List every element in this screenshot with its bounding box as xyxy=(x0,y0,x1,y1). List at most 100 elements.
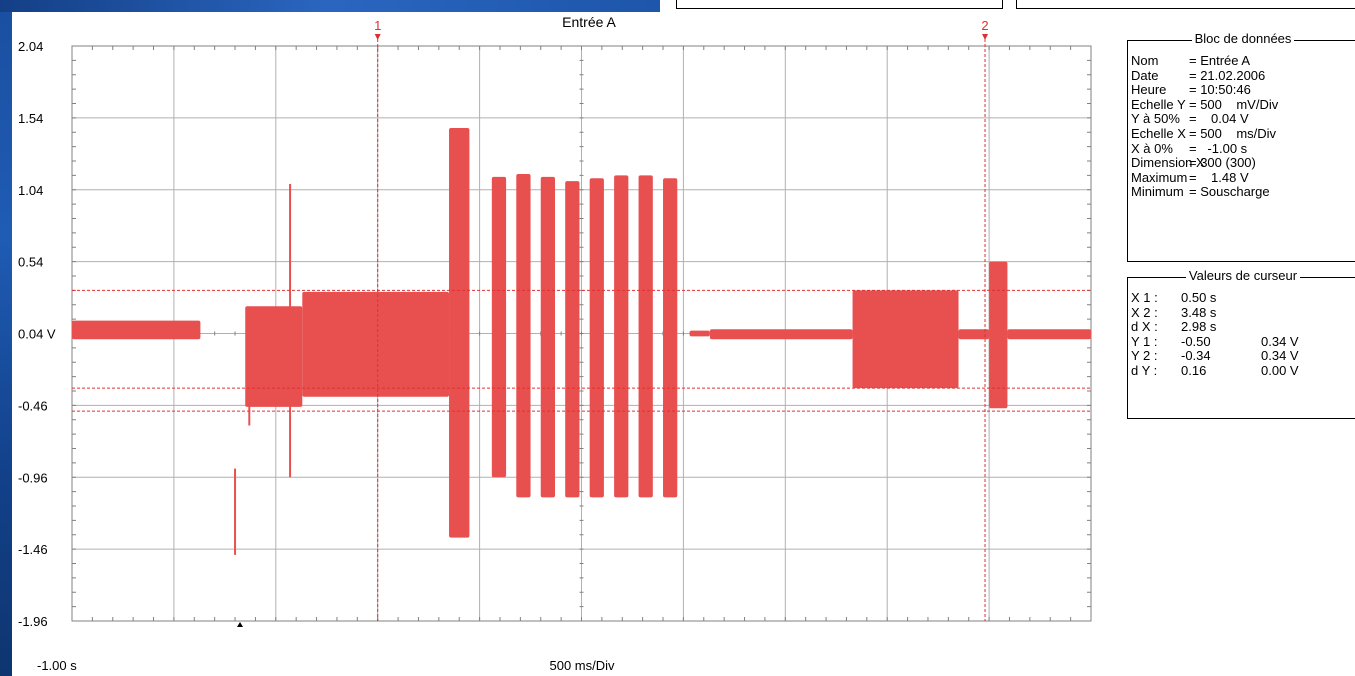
data-block-title: Bloc de données xyxy=(1191,31,1295,46)
signal-burst xyxy=(245,306,303,407)
y-tick-label: -0.46 xyxy=(18,398,48,413)
data-block-value: = -1.00 s xyxy=(1189,140,1248,156)
signal-burst xyxy=(302,291,450,397)
data-block-row: Echelle Y = 500 mV/Div xyxy=(1128,96,1355,113)
x-start-label: -1.00 s xyxy=(37,658,77,673)
cursor-row: X 1 : 0.50 s xyxy=(1128,290,1355,306)
data-block-key: Y à 50% xyxy=(1131,111,1180,127)
signal-burst xyxy=(565,181,580,498)
cursor-x-label: 2 xyxy=(981,18,988,33)
signal-burst xyxy=(516,173,531,498)
data-block-key: Echelle X xyxy=(1131,125,1186,141)
data-block-row: Date = 21.02.2006 xyxy=(1128,67,1355,84)
data-block-key: Maximum xyxy=(1131,169,1188,185)
cursor-c2: -0.34 xyxy=(1181,348,1211,364)
cursor-c2: 2.98 s xyxy=(1181,319,1217,335)
cursor-c3 xyxy=(1261,291,1355,306)
cursor-row: d X : 2.98 s xyxy=(1128,320,1355,335)
cursor-c1: X 1 : xyxy=(1131,290,1158,305)
y-tick-label: -0.96 xyxy=(18,470,48,485)
signal-burst xyxy=(491,176,507,478)
y-tick-labels: 2.04 1.54 1.04 0.54 0.04 V -0.46 -0.96 -1.46 -1.… xyxy=(18,39,56,629)
data-block-panel: Bloc de données Nom = Entrée A Date = 21.02… xyxy=(1127,31,1355,262)
signal-burst xyxy=(958,329,990,340)
top-frame-right xyxy=(1016,0,1355,9)
trigger-marker xyxy=(237,622,243,627)
cursor-c2: -0.50 xyxy=(1181,333,1211,349)
data-block-row: Nom = Entrée A xyxy=(1128,53,1355,69)
x-scale-label: 500 ms/Div xyxy=(549,658,615,673)
signal-burst xyxy=(852,290,959,389)
cursor-c2: 3.48 s xyxy=(1181,304,1217,320)
cursor-x-marker xyxy=(374,34,381,40)
data-block-value: = 300 (300) xyxy=(1189,155,1256,171)
data-block-value: = Entrée A xyxy=(1189,53,1251,68)
oscilloscope-plot: Entrée A 2.04 1.54 1.04 0.54 0.04 V -0.46 -0.9… xyxy=(18,14,1092,673)
cursor-c1: Y 1 : xyxy=(1131,333,1158,349)
data-block-value: = Souscharge xyxy=(1189,184,1270,200)
cursor-c1: Y 2 : xyxy=(1131,348,1158,364)
blue-top-bar xyxy=(0,0,660,12)
data-block-row: Dimension X = 300 (300) xyxy=(1128,156,1355,171)
data-block-value: = 500 mV/Div xyxy=(1189,96,1279,112)
cursor-c3: 0.00 V xyxy=(1261,362,1299,378)
cursor-c2: 0.50 s xyxy=(1181,290,1217,305)
chart-title: Entrée A xyxy=(562,14,616,30)
cursor-c3: 0.34 V xyxy=(1261,348,1299,364)
y-tick-label: -1.46 xyxy=(18,542,48,557)
cursor-c1: d X : xyxy=(1131,319,1158,335)
data-block-row: Echelle X = 500 ms/Div xyxy=(1128,125,1355,142)
y-tick-label: 2.04 xyxy=(18,39,43,54)
cursor-c2: 0.16 xyxy=(1181,362,1207,378)
data-block-value: = 10:50:46 xyxy=(1189,82,1251,98)
cursor-c1: X 2 : xyxy=(1131,304,1158,320)
cursor-row: d Y : 0.16 0.00 V xyxy=(1128,362,1355,379)
data-block-row: X à 0% = -1.00 s xyxy=(1128,140,1355,157)
signal-burst xyxy=(540,176,556,498)
signal-burst xyxy=(614,175,629,498)
y-tick-label: 1.04 xyxy=(18,183,43,198)
cursor-c3 xyxy=(1261,320,1355,335)
data-block-key: Date xyxy=(1131,67,1159,83)
cursor-row: X 2 : 3.48 s xyxy=(1128,304,1355,321)
data-block-row: Heure = 10:50:46 xyxy=(1128,83,1355,98)
cursor-values-panel: Valeurs de curseur X 1 : 0.50 s X 2 : 3.48 … xyxy=(1127,268,1355,419)
data-block-row: Maximum = 1.48 V xyxy=(1128,169,1355,186)
data-block-value: = 500 ms/Div xyxy=(1189,125,1277,141)
signal-trace xyxy=(72,127,1091,555)
data-block-key: Minimum xyxy=(1131,184,1184,200)
data-block-key: Nom xyxy=(1131,53,1159,68)
blue-side-strip xyxy=(0,0,12,676)
data-block-value: = 1.48 V xyxy=(1189,169,1249,185)
signal-burst xyxy=(638,175,653,498)
cursor-c1: d Y : xyxy=(1131,362,1158,378)
y-tick-label: -1.96 xyxy=(18,614,48,629)
y-tick-label: 0.54 xyxy=(18,255,43,270)
data-block-key: Dimension X xyxy=(1131,155,1205,171)
signal-burst xyxy=(449,127,470,538)
y-tick-label: 0.04 V xyxy=(18,327,56,342)
cursor-c3: 0.34 V xyxy=(1261,333,1299,349)
cursor-x-label: 1 xyxy=(374,18,381,33)
signal-burst xyxy=(989,261,1008,409)
data-block-value: = 0.04 V xyxy=(1189,111,1249,127)
signal-burst xyxy=(709,329,853,340)
data-block-row: Y à 50% = 0.04 V xyxy=(1128,112,1355,127)
data-block-key: X à 0% xyxy=(1131,140,1173,156)
data-block-value: = 21.02.2006 xyxy=(1189,67,1266,83)
y-tick-label: 1.54 xyxy=(18,111,43,126)
top-frame-left xyxy=(676,0,1003,9)
signal-burst xyxy=(1007,329,1091,340)
cursor-row: Y 2 : -0.34 0.34 V xyxy=(1128,349,1355,364)
cursor-c3 xyxy=(1261,306,1355,321)
signal-burst xyxy=(72,320,201,340)
cursor-block-title: Valeurs de curseur xyxy=(1185,268,1301,283)
data-block-key: Heure xyxy=(1131,82,1167,98)
signal-burst xyxy=(689,330,710,337)
data-block-key: Echelle Y xyxy=(1131,96,1186,112)
signal-burst xyxy=(589,178,604,498)
data-block-row: Minimum = Souscharge xyxy=(1128,185,1355,200)
cursor-x-marker xyxy=(982,34,989,40)
signal-burst xyxy=(663,178,678,498)
